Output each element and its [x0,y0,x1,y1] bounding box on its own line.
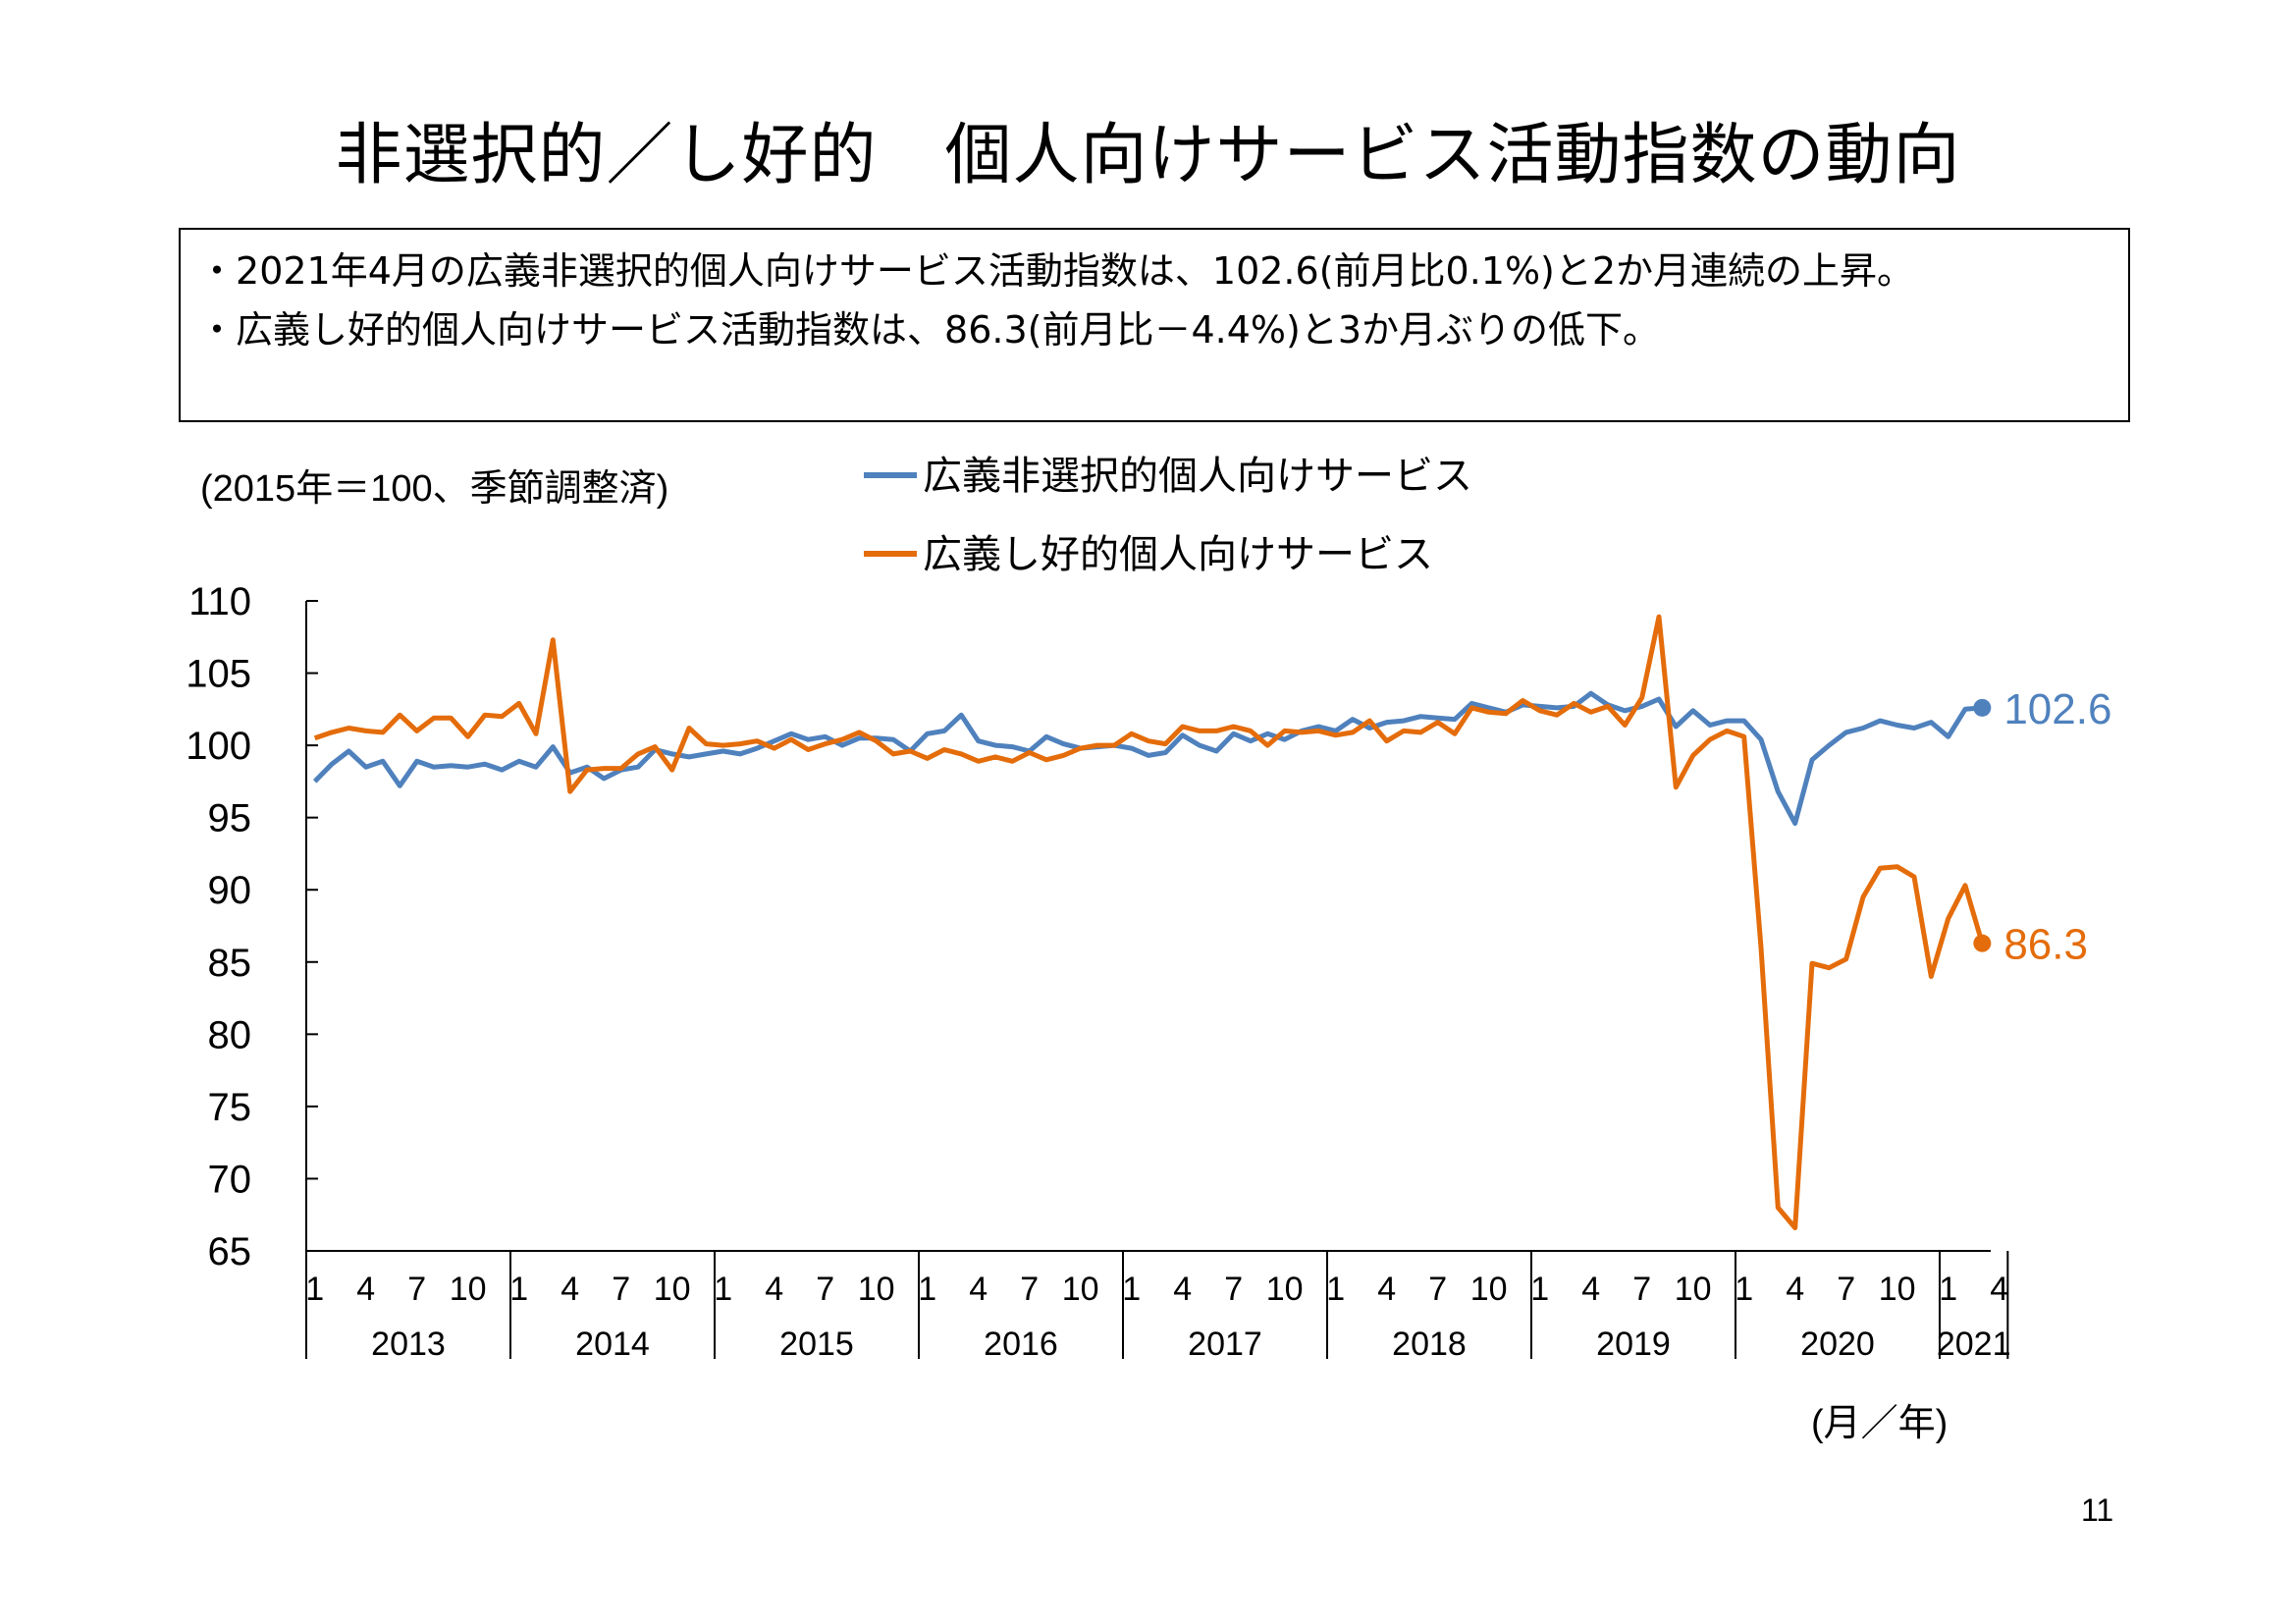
x-year-label: 2015 [779,1326,854,1363]
x-month-tick-label: 7 [1837,1271,1855,1308]
y-tick-label: 100 [186,725,251,768]
x-month-tick-label: 1 [1530,1271,1549,1308]
page-number: 11 [2081,1492,2114,1528]
x-month-tick-label: 4 [1377,1271,1396,1308]
summary-text-preference: 広義し好的個人向けサービス活動指数は、86.3(前月比－4.4%)と3か月ぶりの… [236,308,1660,352]
x-month-tick-label: 1 [1939,1271,1957,1308]
x-month-tick-label: 10 [1470,1271,1508,1308]
x-axis-title: (月／年) [1811,1403,1948,1444]
y-tick-label: 95 [208,797,252,840]
series-end-label: 102.6 [2003,685,2111,733]
x-month-tick-label: 1 [1326,1271,1345,1308]
bullet-mark: ・ [198,249,237,293]
y-tick-label: 85 [208,942,252,985]
x-year-label: 2020 [1800,1326,1875,1363]
x-month-tick-label: 4 [1581,1271,1600,1308]
y-tick-label: 80 [208,1013,252,1056]
x-month-tick-label: 10 [1266,1271,1304,1308]
x-month-tick-label: 1 [305,1271,324,1308]
x-month-tick-label: 7 [816,1271,834,1308]
x-month-tick-label: 4 [1173,1271,1192,1308]
summary-bullet: ・ 2021年4月の広義非選択的個人向けサービス活動指数は、102.6(前月比0… [198,247,2095,295]
series-end-point [1973,934,1992,952]
page-title: 非選択的／し好的 個人向けサービス活動指数の動向 [335,117,1961,194]
x-month-tick-label: 1 [509,1271,528,1308]
x-month-tick-label: 7 [1020,1271,1039,1308]
legend-label: 広義非選択的個人向けサービス [923,455,1472,498]
legend-label: 広義し好的個人向けサービス [923,533,1433,576]
y-tick-label: 70 [208,1158,252,1201]
x-month-tick-label: 10 [654,1271,691,1308]
x-month-tick-label: 7 [1428,1271,1447,1308]
x-month-tick-label: 7 [612,1271,630,1308]
x-month-tick-label: 7 [1632,1271,1651,1308]
y-tick-label: 75 [208,1086,252,1129]
x-month-tick-label: 4 [1786,1271,1804,1308]
x-month-tick-label: 4 [1990,1271,2008,1308]
bullet-mark: ・ [198,308,237,352]
x-month-tick-label: 1 [1735,1271,1753,1308]
x-month-tick-label: 10 [450,1271,487,1308]
series-end-label: 86.3 [2003,921,2088,969]
x-year-label: 2017 [1188,1326,1262,1363]
summary-bullet: ・ 広義し好的個人向けサービス活動指数は、86.3(前月比－4.4%)と3か月ぶ… [198,306,2095,353]
x-month-tick-label: 1 [714,1271,732,1308]
x-month-tick-label: 4 [765,1271,783,1308]
x-month-tick-label: 4 [356,1271,375,1308]
x-month-tick-label: 7 [1224,1271,1243,1308]
series-end-point [1973,698,1992,717]
series-line-preference [313,614,1985,1230]
chart-note: (2015年＝100、季節調整済) [200,468,668,510]
x-year-label: 2016 [984,1326,1058,1363]
x-year-label: 2021 [1937,1326,2011,1363]
x-year-label: 2013 [371,1326,446,1363]
y-tick-label: 105 [186,653,251,696]
x-year-label: 2018 [1392,1326,1467,1363]
y-tick-label: 110 [188,580,251,623]
summary-text-non-selective: 2021年4月の広義非選択的個人向けサービス活動指数は、102.6(前月比0.1… [236,249,1915,293]
x-month-tick-label: 10 [1879,1271,1916,1308]
x-month-tick-label: 4 [969,1271,988,1308]
y-tick-label: 90 [208,869,252,912]
x-month-tick-label: 1 [1122,1271,1141,1308]
x-month-tick-label: 4 [561,1271,579,1308]
x-month-tick-label: 10 [1062,1271,1099,1308]
x-year-label: 2019 [1596,1326,1671,1363]
x-month-tick-label: 10 [858,1271,895,1308]
y-tick-label: 65 [208,1230,252,1273]
x-year-label: 2014 [575,1326,650,1363]
x-month-tick-label: 7 [407,1271,426,1308]
x-month-tick-label: 10 [1675,1271,1712,1308]
summary-box: ・ 2021年4月の広義非選択的個人向けサービス活動指数は、102.6(前月比0… [179,228,2130,422]
x-month-tick-label: 1 [918,1271,936,1308]
